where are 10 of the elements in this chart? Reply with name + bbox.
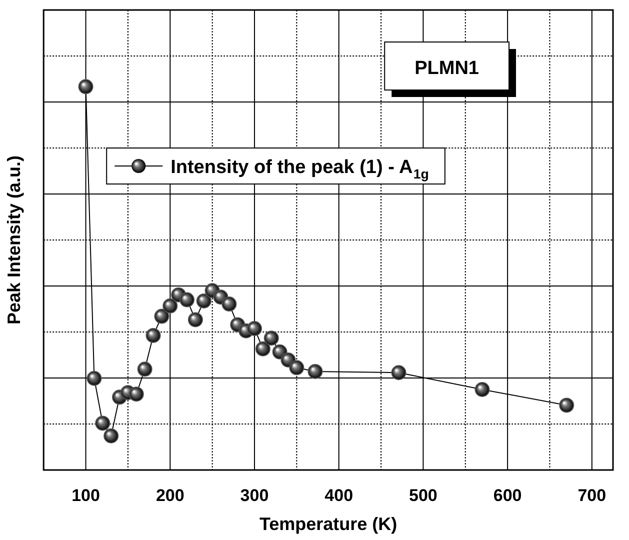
x-tick-label: 100: [72, 486, 100, 505]
x-tick-label: 200: [156, 486, 184, 505]
x-tick-label: 500: [409, 486, 438, 505]
x-tick-label: 300: [240, 486, 269, 505]
text: PLMN1: [414, 58, 480, 79]
x-axis-title: Temperature (K): [259, 514, 398, 534]
y-axis-title: Peak Intensity (a.u.): [4, 155, 24, 325]
x-tick-label: 400: [324, 486, 354, 505]
x-tick-label: 600: [493, 486, 522, 505]
x-tick-label: 700: [578, 486, 606, 505]
